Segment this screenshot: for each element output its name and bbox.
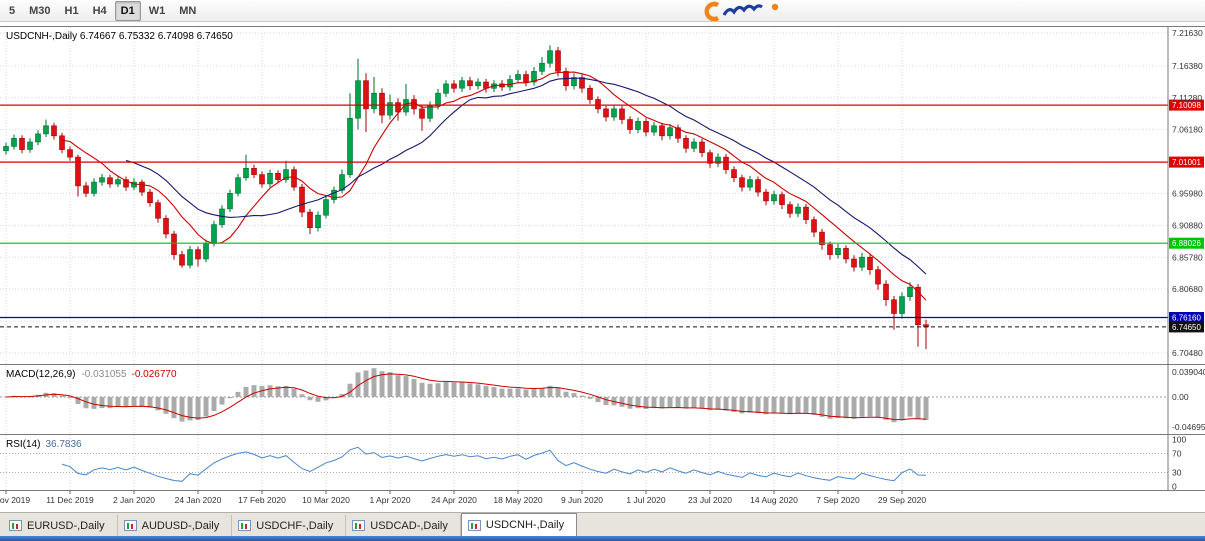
svg-text:0: 0	[1172, 482, 1177, 492]
svg-text:100: 100	[1172, 434, 1186, 444]
svg-text:6.70480: 6.70480	[1172, 348, 1203, 358]
svg-text:29 Sep 2020: 29 Sep 2020	[878, 495, 926, 505]
timeframe-button-mn[interactable]: MN	[179, 4, 197, 17]
grid-layer	[0, 27, 1168, 491]
chart-tab-icon	[352, 520, 366, 531]
svg-text:0.00: 0.00	[1172, 392, 1189, 402]
chart-tab-icon	[238, 520, 252, 531]
timeframe-button-m30[interactable]: M30	[29, 4, 51, 17]
svg-text:9 Jun 2020: 9 Jun 2020	[561, 495, 603, 505]
svg-text:6.90880: 6.90880	[1172, 220, 1203, 230]
chart-tab-usdcad[interactable]: USDCAD-,Daily	[346, 515, 461, 536]
svg-text:17 Feb 2020: 17 Feb 2020	[238, 495, 286, 505]
price-scale[interactable]: 7.21630 7.16380 7.11280 7.06180 6.95980 6.908…	[1172, 28, 1203, 358]
svg-text:18 May 2020: 18 May 2020	[493, 495, 542, 505]
rsi-panel[interactable]: 100 70 30 0	[0, 434, 1186, 492]
rsi-label: RSI(14) 36.7836	[6, 439, 82, 450]
logo-wordmark	[722, 4, 763, 16]
chart-tab-icon	[123, 520, 137, 531]
candlestick-series[interactable]	[3, 45, 929, 350]
timeframe-button-h1[interactable]: H1	[64, 4, 79, 17]
logo-dot	[771, 3, 779, 11]
taskbar-edge	[0, 536, 1205, 541]
svg-text:19 Nov 2019: 19 Nov 2019	[0, 495, 30, 505]
macd-label: MACD(12,26,9) -0.031055 -0.026770	[6, 369, 177, 380]
svg-text:11 Dec 2019: 11 Dec 2019	[46, 495, 94, 505]
svg-text:24 Apr 2020: 24 Apr 2020	[431, 495, 477, 505]
logo-swoosh	[704, 1, 720, 21]
timeframe-button-h4[interactable]: H4	[92, 4, 107, 17]
chart-tab-label: EURUSD-,Daily	[27, 519, 105, 532]
svg-text:7.21630: 7.21630	[1172, 28, 1203, 38]
svg-text:-0.046955: -0.046955	[1172, 422, 1205, 432]
chart-tab-label: AUDUSD-,Daily	[141, 519, 220, 532]
chart-tab-icon	[9, 520, 22, 531]
timeframe-buttons: 5 M30 H1 H4 D1 W1 MN	[2, 0, 203, 21]
svg-text:7.11280: 7.11280	[1172, 93, 1202, 103]
svg-text:0.039040: 0.039040	[1172, 367, 1205, 377]
macd-panel[interactable]: 0.039040 0.00 -0.046955	[0, 367, 1205, 432]
svg-text:6.74650: 6.74650	[1172, 323, 1201, 332]
svg-text:6.76160: 6.76160	[1172, 314, 1201, 323]
svg-text:70: 70	[1172, 449, 1182, 459]
svg-text:14 Aug 2020: 14 Aug 2020	[750, 495, 798, 505]
svg-text:7.01001: 7.01001	[1172, 158, 1201, 167]
svg-text:2 Jan 2020: 2 Jan 2020	[113, 495, 155, 505]
chart-tab-label: USDCHF-,Daily	[256, 519, 334, 532]
svg-text:6.85780: 6.85780	[1172, 252, 1203, 262]
moving-average-lines	[61, 71, 927, 301]
svg-text:7.06180: 7.06180	[1172, 125, 1203, 135]
svg-text:6.95980: 6.95980	[1172, 188, 1203, 198]
chart-tab-eurusd[interactable]: EURUSD-,Daily	[3, 515, 118, 536]
chart-tab-audusd[interactable]: AUDUSD-,Daily	[118, 515, 233, 536]
svg-text:10 Mar 2020: 10 Mar 2020	[302, 495, 350, 505]
svg-text:7.10098: 7.10098	[1172, 101, 1201, 110]
timeframe-button-d1[interactable]: D1	[114, 0, 141, 21]
broker-logo	[704, 1, 779, 21]
svg-text:1 Jul 2020: 1 Jul 2020	[626, 495, 665, 505]
chart-tab-usdchf[interactable]: USDCHF-,Daily	[232, 515, 347, 536]
timeframe-button-w1[interactable]: W1	[148, 4, 166, 17]
time-scale[interactable]: 19 Nov 2019 11 Dec 2019 2 Jan 2020 24 Jan 2…	[0, 490, 926, 506]
svg-text:30: 30	[1172, 468, 1182, 478]
svg-text:24 Jan 2020: 24 Jan 2020	[175, 495, 222, 505]
ohlc-label: USDCNH-,Daily 6.74667 6.75332 6.74098 6.…	[6, 31, 233, 42]
timeframe-button-5[interactable]: 5	[9, 4, 16, 17]
panel-frame	[0, 26, 1205, 491]
chart-tab-label: USDCNH-,Daily	[485, 519, 565, 531]
svg-text:7.16380: 7.16380	[1172, 61, 1203, 71]
timeframe-toolbar: 5 M30 H1 H4 D1 W1 MN	[0, 0, 1205, 22]
svg-text:1 Apr 2020: 1 Apr 2020	[369, 495, 410, 505]
chart-tab-usdcnh[interactable]: USDCNH-,Daily	[460, 513, 578, 536]
svg-text:7 Sep 2020: 7 Sep 2020	[816, 495, 860, 505]
svg-text:23 Jul 2020: 23 Jul 2020	[688, 495, 732, 505]
svg-text:6.80680: 6.80680	[1172, 284, 1203, 294]
chart-tab-icon	[467, 519, 481, 531]
chart-tab-label: USDCAD-,Daily	[370, 519, 448, 532]
chart-tabbar: EURUSD-,Daily AUDUSD-,Daily USDCHF-,Daily U…	[0, 512, 1205, 536]
svg-text:6.88026: 6.88026	[1172, 239, 1201, 248]
